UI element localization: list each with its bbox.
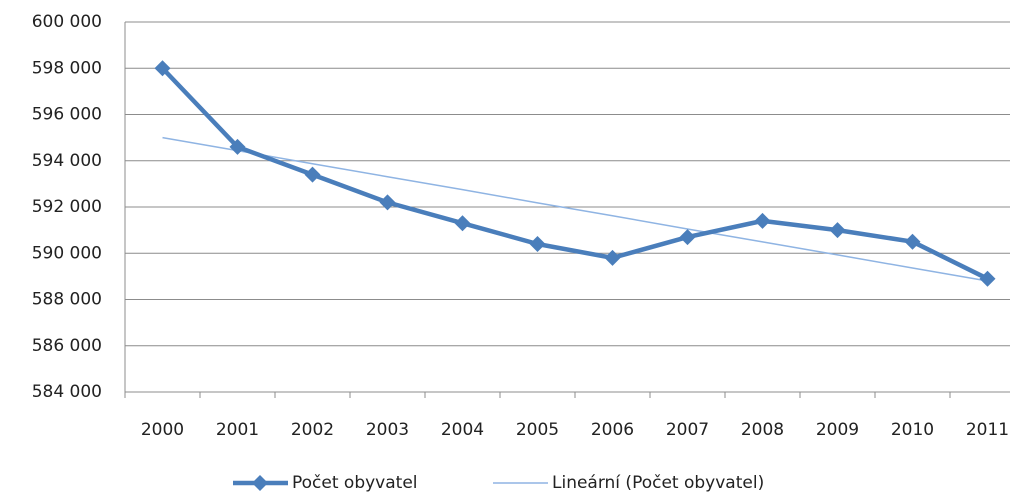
y-tick-label: 594 000	[32, 151, 102, 171]
marker	[979, 270, 996, 287]
marker	[679, 229, 696, 246]
x-tick-label: 2009	[816, 420, 859, 440]
legend-marker	[252, 475, 268, 491]
marker	[904, 233, 921, 250]
marker	[229, 138, 246, 155]
y-tick-label: 588 000	[32, 290, 102, 310]
x-tick-label: 2002	[291, 420, 334, 440]
x-tick-label: 2005	[516, 420, 559, 440]
marker	[304, 166, 321, 183]
y-tick-label: 586 000	[32, 336, 102, 356]
x-tick-label: 2003	[366, 420, 409, 440]
y-tick-label: 598 000	[32, 58, 102, 78]
marker	[829, 222, 846, 239]
x-tick-label: 2000	[141, 420, 184, 440]
legend-label: Počet obyvatel	[292, 473, 418, 493]
marker	[529, 236, 546, 252]
data-line	[160, 66, 989, 281]
y-tick-label: 596 000	[32, 105, 102, 125]
x-tick-label: 2006	[591, 420, 634, 440]
marker	[754, 212, 771, 229]
y-tick-label: 592 000	[32, 197, 102, 217]
marker	[454, 215, 471, 232]
x-tick-label: 2008	[741, 420, 784, 440]
x-tick-label: 2011	[966, 420, 1009, 440]
y-tick-label: 584 000	[32, 382, 102, 402]
trend-line	[162, 136, 988, 282]
marker	[604, 249, 621, 266]
marker	[154, 60, 171, 77]
marker	[379, 194, 396, 211]
y-tick-label: 600 000	[32, 12, 102, 32]
y-tick-label: 590 000	[32, 243, 102, 263]
x-tick-label: 2001	[216, 420, 259, 440]
x-tick-label: 2004	[441, 420, 484, 440]
x-tick-label: 2007	[666, 420, 709, 440]
x-tick-label: 2010	[891, 420, 934, 440]
legend-label: Lineární (Počet obyvatel)	[552, 473, 764, 493]
